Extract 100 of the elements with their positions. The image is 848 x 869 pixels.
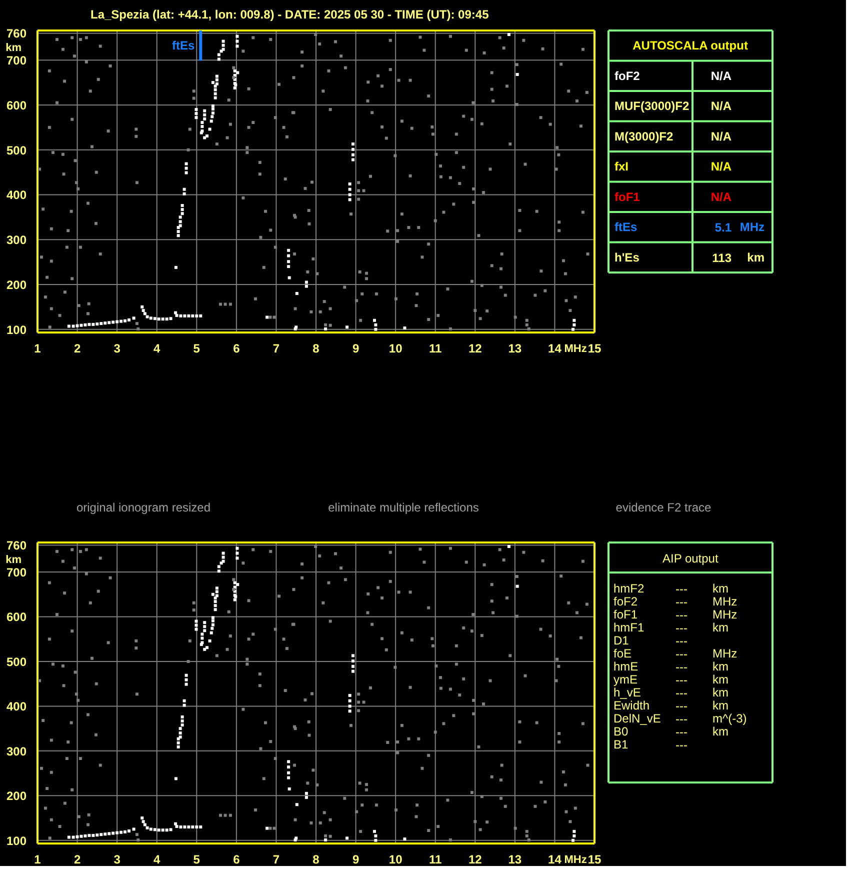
x-tick-label: 1 xyxy=(34,852,42,866)
category-label: hmF2 xyxy=(614,582,644,596)
category-label: hmF1 xyxy=(614,620,644,634)
x-tick-label: 7 xyxy=(272,342,280,356)
x-tick-label: 1 xyxy=(34,342,42,356)
category-label: Ewidth xyxy=(614,698,650,712)
category-label: foF1 xyxy=(614,190,640,204)
text: --- xyxy=(676,647,688,661)
x-tick-label: 7 xyxy=(272,852,280,866)
text: N/A xyxy=(710,129,732,144)
x-tick-label: 5 xyxy=(193,852,200,866)
category-label: fxI xyxy=(614,160,629,174)
text: 113 xyxy=(712,250,732,265)
category-label: D1 xyxy=(614,634,630,648)
x-tick-label: 14 xyxy=(548,852,562,866)
text: --- xyxy=(676,725,688,739)
y-tick-label: 200 xyxy=(6,789,27,804)
text: --- xyxy=(676,712,688,726)
category-label: h_vE xyxy=(614,686,641,700)
y-tick-label: 700 xyxy=(6,566,27,580)
chart-title: La_Spezia (lat: +44.1, lon: 009.8) - DATE: 2025 05 30 - TIME (UT): 09:45 xyxy=(90,8,490,22)
text: --- xyxy=(676,582,688,596)
y-tick-label: 500 xyxy=(6,143,27,158)
category-label: foF2 xyxy=(614,68,640,83)
text: N/A xyxy=(710,99,732,114)
category-label: m^(-3) xyxy=(712,712,747,726)
x-tick-label: 11 xyxy=(429,852,442,866)
text: original ionogram resized xyxy=(76,500,211,514)
text: --- xyxy=(676,595,688,609)
x-tick-label: 12 xyxy=(468,342,482,356)
text: --- xyxy=(676,608,688,622)
text: --- xyxy=(676,686,688,700)
x-tick-label: 13 xyxy=(508,342,522,356)
x-tick-label: 6 xyxy=(233,342,240,356)
category-label: ftEs xyxy=(614,220,638,234)
category-label: km xyxy=(712,672,728,686)
x-tick-label: 15 xyxy=(588,342,602,356)
y-tick-label: 500 xyxy=(6,654,27,669)
text: eliminate multiple reflections xyxy=(328,500,479,514)
y-tick-label: 300 xyxy=(6,233,27,248)
x-tick-label: 9 xyxy=(352,852,360,866)
x-tick-label: 6 xyxy=(233,852,240,866)
text: --- xyxy=(676,699,688,713)
category-label: km xyxy=(712,660,728,674)
category-label: B1 xyxy=(614,738,629,752)
category-label: km xyxy=(712,686,728,700)
text: --- xyxy=(676,660,688,674)
category-label: km xyxy=(712,724,728,738)
text: --- xyxy=(676,634,688,648)
category-label: km xyxy=(712,698,728,712)
category-label: MHz xyxy=(712,594,738,608)
category-label: hmE xyxy=(614,660,638,674)
y-tick-label: 200 xyxy=(6,278,27,292)
y-tick-label: 400 xyxy=(6,188,27,202)
x-tick-label: 15 xyxy=(588,852,602,866)
y-tick-label: 300 xyxy=(6,744,27,758)
text: 5.1 xyxy=(714,220,732,235)
x-tick-label: 4 xyxy=(154,342,161,356)
x-tick-label: 11 xyxy=(429,342,442,356)
x-tick-label: 12 xyxy=(468,852,482,866)
text: AIP output xyxy=(662,552,719,566)
category-label: km xyxy=(712,620,728,634)
x-tick-label: 5 xyxy=(193,342,200,356)
x-tick-label: 2 xyxy=(74,852,81,866)
y-tick-label: 400 xyxy=(6,700,27,714)
y-tick-label: 700 xyxy=(6,54,27,68)
x-axis-title: MHz xyxy=(564,343,588,356)
x-tick-label: 8 xyxy=(312,852,320,866)
y-tick-label: 100 xyxy=(6,322,27,337)
y-axis-title: km xyxy=(6,42,22,54)
x-tick-label: 2 xyxy=(74,342,81,356)
x-tick-label: 4 xyxy=(154,852,161,866)
ref-line-label: ftEs xyxy=(172,38,195,53)
text: evidence F2 trace xyxy=(616,500,712,514)
category-label: MHz xyxy=(712,608,738,622)
x-tick-label: 3 xyxy=(114,852,121,866)
x-tick-label: 13 xyxy=(508,852,522,866)
category-label: DelN_vE xyxy=(614,712,661,726)
y-tick-label: 600 xyxy=(6,610,27,624)
y-tick-label: 760 xyxy=(6,538,27,553)
category-label: foF1 xyxy=(614,608,638,622)
category-label: ymE xyxy=(614,672,638,686)
x-tick-label: 9 xyxy=(352,342,360,356)
category-label: foF2 xyxy=(614,594,638,608)
y-axis-title: km xyxy=(6,554,22,566)
x-tick-label: 8 xyxy=(312,342,320,356)
x-tick-label: 10 xyxy=(388,852,403,866)
text: N/A xyxy=(710,68,732,83)
category-label: MHz xyxy=(712,646,738,660)
text: --- xyxy=(676,621,688,635)
y-tick-label: 760 xyxy=(6,26,27,41)
x-tick-label: 10 xyxy=(388,342,403,356)
category-label: B0 xyxy=(614,724,629,738)
x-axis-title: MHz xyxy=(564,854,588,866)
category-label: km xyxy=(712,582,728,596)
category-label: MUF(3000)F2 xyxy=(614,99,690,114)
category-label: MHz xyxy=(740,220,765,234)
y-tick-label: 100 xyxy=(6,834,27,848)
text: AUTOSCALA output xyxy=(632,38,748,53)
category-label: h'Es xyxy=(614,250,640,264)
